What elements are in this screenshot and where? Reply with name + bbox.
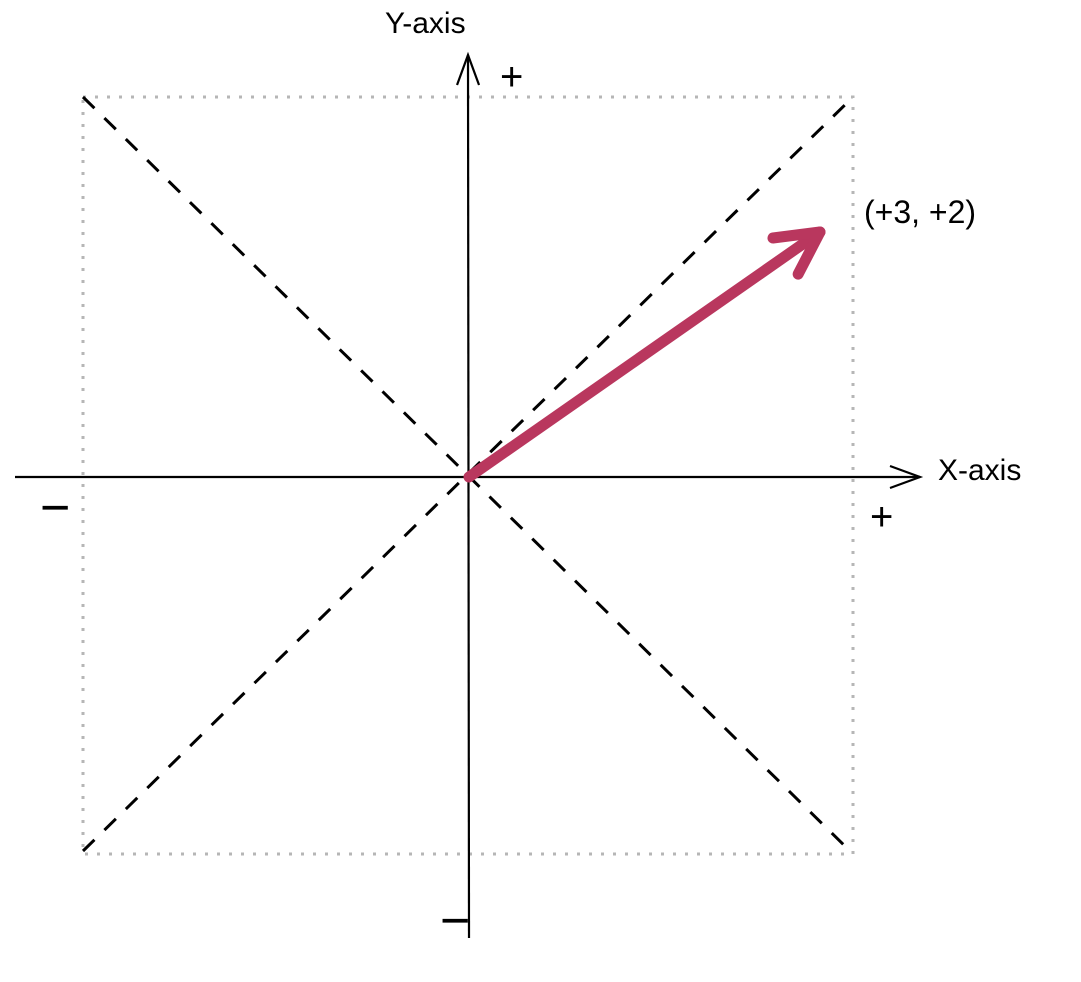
vector-line xyxy=(469,232,820,477)
coordinate-plane-diagram: X-axis + − Y-axis + − (+3, +2) xyxy=(0,0,1081,982)
vector: (+3, +2) xyxy=(469,194,976,477)
y-axis-line xyxy=(468,55,469,938)
x-axis-positive-sign: + xyxy=(870,495,893,539)
y-axis: Y-axis + − xyxy=(385,7,523,950)
y-axis-positive-sign: + xyxy=(500,55,523,99)
x-axis-negative-sign: − xyxy=(40,479,70,537)
y-axis-label: Y-axis xyxy=(385,7,466,40)
x-axis-label: X-axis xyxy=(938,454,1021,487)
vector-coordinate-label: (+3, +2) xyxy=(864,194,976,230)
y-axis-negative-sign: − xyxy=(440,892,470,950)
